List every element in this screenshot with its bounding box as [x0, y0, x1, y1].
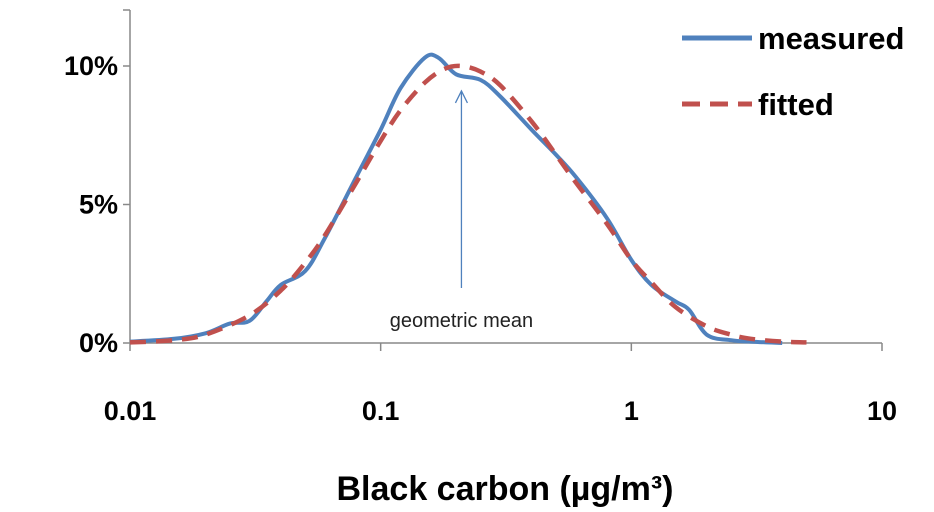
x-tick-label: 1	[624, 396, 639, 426]
y-tick-label: 5%	[79, 190, 118, 220]
x-tick-label: 0.01	[104, 396, 157, 426]
legend: measured fitted	[682, 21, 904, 122]
y-ticks: 0% 5% 10%	[64, 9, 130, 358]
x-tick-label: 10	[867, 396, 897, 426]
y-tick-label: 0%	[79, 328, 118, 358]
series-line-fitted	[129, 63, 807, 345]
legend-label-fitted: fitted	[758, 87, 834, 122]
annotation: geometric mean	[390, 89, 533, 332]
x-tick-label: 0.1	[362, 396, 400, 426]
legend-label-measured: measured	[758, 21, 904, 56]
annotation-arrowhead	[454, 89, 469, 104]
series-layer	[129, 52, 807, 345]
x-ticks: 0.01 0.1 1 10	[104, 343, 897, 426]
annotation-label: geometric mean	[390, 310, 533, 332]
plot-area: 0% 5% 10% 0.01 0.1 1 10 geometric mean	[64, 9, 897, 426]
x-axis-title: Black carbon (µg/m³)	[337, 470, 674, 508]
series-line-measured	[129, 52, 783, 345]
y-tick-label: 10%	[64, 51, 118, 81]
